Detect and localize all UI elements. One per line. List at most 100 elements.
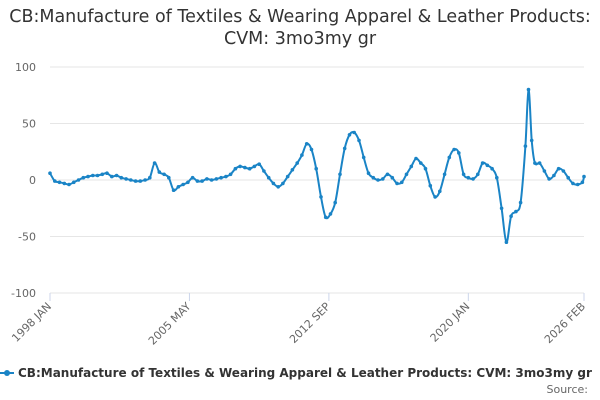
data-point[interactable] bbox=[438, 189, 442, 194]
data-point[interactable] bbox=[67, 182, 71, 187]
data-point[interactable] bbox=[480, 161, 485, 165]
data-point[interactable] bbox=[342, 146, 347, 151]
data-point[interactable] bbox=[143, 178, 147, 182]
data-point[interactable] bbox=[276, 185, 281, 189]
data-point[interactable] bbox=[457, 151, 461, 155]
data-point[interactable] bbox=[523, 144, 528, 148]
data-point[interactable] bbox=[304, 142, 309, 146]
data-point[interactable] bbox=[219, 175, 223, 180]
data-point[interactable] bbox=[148, 175, 152, 180]
data-point[interactable] bbox=[423, 166, 428, 171]
data-point[interactable] bbox=[414, 156, 418, 161]
data-point[interactable] bbox=[347, 133, 352, 137]
data-point[interactable] bbox=[76, 178, 81, 182]
data-point[interactable] bbox=[509, 214, 513, 218]
legend-label[interactable]: CB:Manufacture of Textiles & Wearing App… bbox=[18, 366, 592, 380]
data-point[interactable] bbox=[252, 164, 257, 169]
data-point[interactable] bbox=[504, 240, 509, 244]
series-points[interactable] bbox=[48, 87, 586, 244]
data-point[interactable] bbox=[233, 166, 238, 171]
data-point[interactable] bbox=[338, 172, 342, 177]
data-point[interactable] bbox=[499, 206, 504, 211]
data-point[interactable] bbox=[281, 181, 285, 186]
data-point[interactable] bbox=[205, 177, 209, 181]
data-point[interactable] bbox=[290, 168, 295, 172]
data-point[interactable] bbox=[495, 175, 499, 180]
data-point[interactable] bbox=[86, 174, 90, 179]
data-point[interactable] bbox=[476, 172, 480, 177]
data-point[interactable] bbox=[582, 174, 586, 179]
data-point[interactable] bbox=[395, 181, 399, 186]
data-point[interactable] bbox=[195, 179, 200, 183]
data-point[interactable] bbox=[91, 173, 95, 178]
data-point[interactable] bbox=[485, 163, 490, 168]
data-point[interactable] bbox=[100, 172, 105, 177]
data-point[interactable] bbox=[461, 172, 466, 177]
data-point[interactable] bbox=[571, 181, 575, 186]
data-point[interactable] bbox=[209, 178, 214, 182]
data-point[interactable] bbox=[352, 130, 357, 135]
data-point[interactable] bbox=[157, 170, 162, 174]
data-point[interactable] bbox=[328, 212, 333, 216]
data-point[interactable] bbox=[271, 181, 276, 186]
data-point[interactable] bbox=[447, 155, 452, 160]
data-point[interactable] bbox=[95, 173, 100, 178]
data-point[interactable] bbox=[110, 174, 114, 179]
data-point[interactable] bbox=[452, 147, 456, 152]
data-point[interactable] bbox=[300, 153, 304, 157]
data-point[interactable] bbox=[309, 147, 314, 152]
data-point[interactable] bbox=[81, 175, 86, 180]
data-point[interactable] bbox=[72, 180, 76, 185]
data-point[interactable] bbox=[561, 169, 566, 173]
data-point[interactable] bbox=[176, 185, 181, 189]
data-point[interactable] bbox=[575, 182, 580, 187]
data-point[interactable] bbox=[400, 180, 404, 185]
data-point[interactable] bbox=[366, 171, 371, 175]
data-point[interactable] bbox=[433, 195, 437, 199]
data-point[interactable] bbox=[542, 169, 547, 173]
data-point[interactable] bbox=[129, 178, 133, 182]
series-line[interactable] bbox=[49, 88, 585, 244]
data-point[interactable] bbox=[114, 173, 119, 178]
data-point[interactable] bbox=[404, 172, 409, 177]
series-line-layer[interactable] bbox=[49, 88, 585, 244]
data-point[interactable] bbox=[48, 171, 52, 175]
data-point[interactable] bbox=[547, 177, 551, 181]
data-point[interactable] bbox=[376, 178, 380, 182]
data-point[interactable] bbox=[514, 209, 518, 214]
data-point[interactable] bbox=[62, 181, 67, 186]
data-point[interactable] bbox=[371, 175, 376, 180]
data-point[interactable] bbox=[419, 161, 423, 165]
data-point[interactable] bbox=[566, 175, 570, 180]
data-point[interactable] bbox=[537, 161, 542, 165]
data-point[interactable] bbox=[53, 179, 57, 183]
data-point[interactable] bbox=[57, 180, 62, 185]
data-point[interactable] bbox=[238, 164, 242, 169]
data-point[interactable] bbox=[323, 215, 328, 220]
data-point[interactable] bbox=[428, 183, 433, 188]
data-point[interactable] bbox=[471, 177, 475, 181]
data-point[interactable] bbox=[119, 175, 124, 180]
data-point[interactable] bbox=[409, 164, 414, 169]
data-point[interactable] bbox=[466, 175, 471, 180]
data-point[interactable] bbox=[162, 172, 166, 177]
data-point[interactable] bbox=[224, 174, 228, 179]
data-point[interactable] bbox=[228, 172, 233, 177]
data-point[interactable] bbox=[243, 165, 247, 170]
data-point[interactable] bbox=[529, 138, 534, 143]
data-point[interactable] bbox=[295, 161, 300, 165]
data-point[interactable] bbox=[518, 200, 523, 205]
data-point[interactable] bbox=[361, 155, 366, 160]
data-point[interactable] bbox=[190, 175, 195, 180]
data-point[interactable] bbox=[171, 188, 176, 192]
data-point[interactable] bbox=[214, 177, 219, 181]
data-point[interactable] bbox=[247, 166, 252, 171]
data-point[interactable] bbox=[490, 166, 494, 171]
data-point[interactable] bbox=[333, 200, 338, 205]
data-point[interactable] bbox=[385, 172, 390, 177]
data-point[interactable] bbox=[266, 175, 271, 180]
data-point[interactable] bbox=[133, 179, 138, 183]
data-point[interactable] bbox=[533, 161, 537, 165]
data-point[interactable] bbox=[442, 172, 447, 177]
data-point[interactable] bbox=[552, 173, 556, 178]
